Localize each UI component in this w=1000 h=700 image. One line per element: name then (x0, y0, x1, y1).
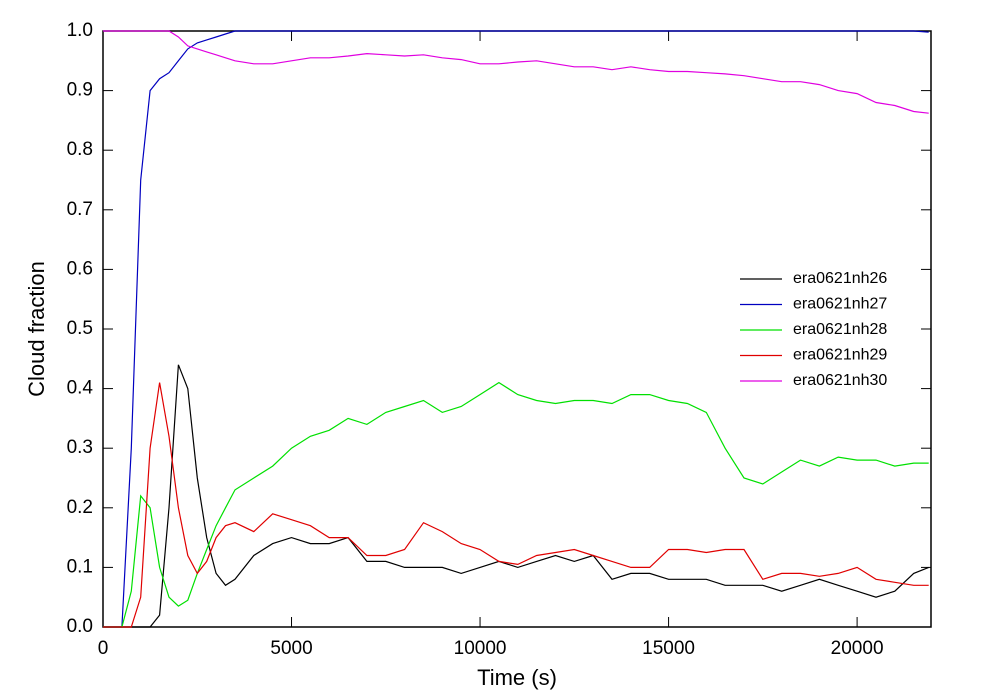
x-tick-label: 0 (98, 638, 109, 659)
y-tick-label: 0.4 (67, 378, 94, 399)
y-tick-label: 0.0 (67, 616, 93, 637)
x-axis-label: Time (s) (477, 665, 557, 690)
y-axis-label: Cloud fraction (24, 261, 49, 397)
y-tick-label: 0.2 (67, 497, 93, 518)
x-tick-label: 20000 (831, 638, 884, 659)
legend-label: era0621nh30 (793, 372, 887, 389)
x-tick-label: 5000 (270, 638, 312, 659)
y-tick-label: 0.7 (67, 199, 93, 220)
legend-label: era0621nh28 (793, 321, 887, 338)
y-tick-label: 0.8 (67, 139, 93, 160)
legend-label: era0621nh27 (793, 296, 887, 313)
series-line (103, 382, 929, 628)
x-tick-label: 10000 (454, 638, 507, 659)
y-tick-label: 0.9 (67, 80, 93, 101)
y-tick-label: 0.5 (67, 318, 93, 339)
series-line (103, 364, 929, 628)
y-tick-label: 0.1 (67, 556, 93, 577)
series-line (103, 381, 929, 628)
legend-label: era0621nh29 (793, 347, 887, 364)
y-tick-label: 1.0 (67, 20, 93, 41)
y-tick-label: 0.6 (67, 258, 93, 279)
y-tick-label: 0.3 (67, 437, 93, 458)
series-line (103, 30, 929, 114)
x-tick-label: 15000 (642, 638, 695, 659)
legend-label: era0621nh26 (793, 270, 887, 287)
